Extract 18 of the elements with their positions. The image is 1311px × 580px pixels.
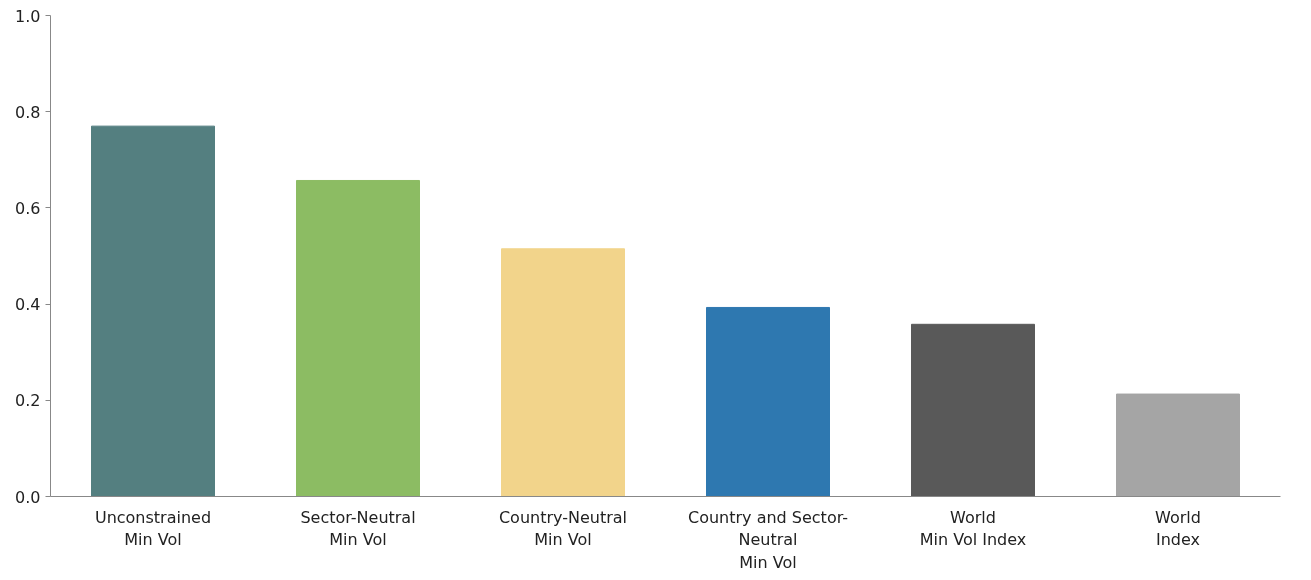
x-tick-label: Country-Neutral Min Vol: [498, 507, 628, 550]
x-tick-label: World Index: [1155, 507, 1201, 550]
bar: [296, 179, 420, 497]
bar: [1116, 393, 1240, 497]
x-tick-label: Sector-Neutral Min Vol: [300, 507, 416, 550]
y-tick-label: 0.8: [15, 102, 41, 122]
y-tick-label: 0.2: [15, 391, 41, 411]
x-tick-label: Unconstrained Min Vol: [94, 507, 212, 550]
bar: [706, 306, 830, 497]
y-tick-label: 0.0: [15, 487, 41, 507]
bar: [911, 323, 1035, 497]
y-tick-label: 0.6: [15, 198, 41, 218]
bar: [91, 125, 215, 497]
x-tick-label: World Min Vol Index: [919, 507, 1027, 550]
x-tick-label: Country and Sector- Neutral Min Vol: [687, 507, 849, 573]
bar: [501, 248, 625, 497]
y-tick-label: 1.0: [15, 6, 41, 26]
y-tick-label: 0.4: [15, 295, 41, 315]
